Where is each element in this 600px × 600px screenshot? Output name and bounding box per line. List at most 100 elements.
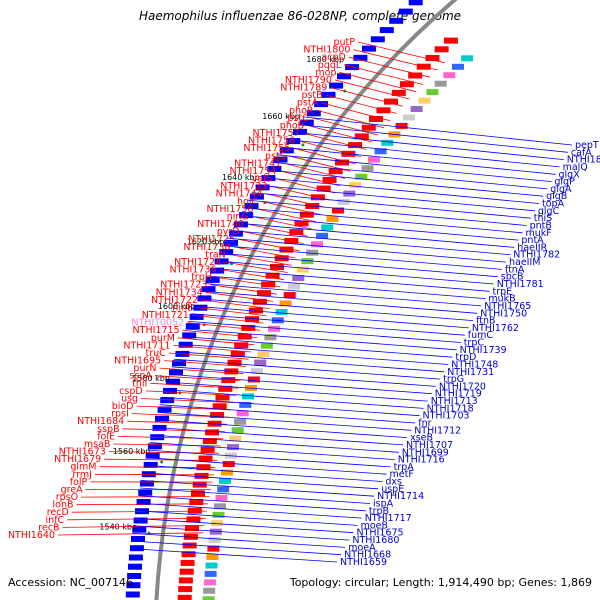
reverse-gene-label: glgB — [546, 191, 567, 202]
forward-gene-label: NTHI1684 — [77, 416, 124, 427]
forward-gene-label: msaB — [84, 439, 111, 450]
leader-line — [145, 390, 236, 396]
forward-gene-label: NTHI1789 — [280, 83, 327, 94]
reverse-gene-mark — [244, 202, 259, 209]
leader-line — [224, 261, 288, 273]
reverse-gene-mark — [228, 230, 243, 237]
cog-category-mark — [222, 461, 235, 467]
reverse-gene-label: NTHI1713 — [431, 396, 478, 407]
forward-gene-label: NTHI1721 — [142, 310, 189, 321]
cog-category-mark — [361, 165, 374, 172]
reverse-gene-label: NTHI1703 — [423, 411, 470, 422]
leader-line — [141, 398, 234, 403]
forward-gene-label: ninB — [172, 303, 193, 314]
leader-line — [284, 163, 346, 179]
forward-gene-mark — [194, 472, 209, 479]
reverse-gene-label: NTHI1720 — [439, 381, 486, 392]
reverse-gene-mark — [293, 128, 307, 135]
reverse-gene-label: NTHI1718 — [427, 403, 474, 414]
cog-category-mark — [203, 579, 216, 586]
cog-category-mark — [355, 173, 368, 180]
forward-gene-mark — [200, 446, 215, 453]
reverse-gene-label: ftnA — [505, 264, 525, 275]
forward-gene-label: NTHI1790 — [285, 75, 332, 86]
leader-line — [185, 328, 457, 351]
forward-gene-label: purM — [151, 333, 175, 344]
forward-gene-mark — [425, 55, 440, 61]
forward-gene-mark — [443, 37, 458, 44]
cog-category-mark — [268, 325, 280, 332]
reverse-gene-mark — [189, 313, 204, 320]
cog-category-mark — [410, 106, 423, 112]
leader-line — [210, 284, 277, 295]
leader-line — [154, 375, 241, 382]
reverse-gene-label: metF — [390, 469, 414, 480]
forward-gene-mark — [289, 229, 304, 236]
leader-line — [168, 352, 249, 360]
leader-line — [171, 366, 436, 387]
cog-category-mark — [306, 249, 319, 256]
cog-category-mark — [337, 199, 350, 205]
reverse-gene-mark — [299, 119, 314, 126]
forward-gene-mark — [322, 176, 337, 183]
leader-line — [207, 275, 486, 299]
leader-line — [76, 503, 209, 506]
leader-line — [131, 540, 342, 556]
reverse-gene-label: mukB — [488, 294, 515, 305]
leader-line — [138, 495, 366, 512]
leader-line — [256, 208, 317, 223]
leader-line — [173, 345, 252, 353]
leader-line — [344, 64, 424, 85]
leader-line — [261, 177, 540, 204]
reverse-gene-label: pntA — [521, 235, 544, 246]
reverse-gene-mark — [321, 91, 336, 98]
forward-gene-label: valS — [252, 174, 272, 185]
reverse-gene-mark — [255, 184, 270, 191]
leader-line — [252, 192, 531, 219]
reverse-gene-mark — [249, 193, 264, 200]
cog-category-mark — [434, 80, 447, 87]
cog-category-mark — [283, 292, 296, 298]
forward-gene-label: NTHI1736 — [169, 265, 216, 276]
leader-line — [108, 451, 220, 454]
leader-line — [211, 268, 490, 292]
leader-line — [166, 381, 428, 402]
forward-gene-label: NTHI1738 — [183, 242, 230, 253]
leader-line — [67, 517, 206, 521]
reverse-gene-label: NTHI1782 — [513, 250, 560, 261]
reverse-gene-label: NTHI1719 — [435, 389, 482, 400]
reverse-gene-label: uspE — [381, 484, 404, 495]
cog-category-mark — [236, 410, 249, 417]
forward-gene-mark — [212, 403, 227, 410]
reverse-gene-label: NTHI1699 — [402, 447, 449, 458]
leader-line — [279, 170, 341, 187]
reverse-gene-mark — [210, 267, 225, 274]
leader-line — [177, 337, 255, 346]
forward-gene-mark — [348, 142, 362, 149]
forward-gene-label: trpH — [191, 272, 212, 283]
forward-gene-label: NTHI1725 — [188, 234, 235, 245]
reverse-gene-label: ispA — [373, 499, 394, 510]
reverse-gene-label: sbcB — [501, 272, 524, 283]
kbp-tick-mark — [301, 143, 305, 147]
kbp-tick-label: 1600 kbp — [158, 302, 196, 311]
forward-gene-label: NTHI1733 — [220, 181, 267, 192]
leader-line — [113, 443, 221, 447]
forward-gene-label: mop — [315, 67, 336, 78]
forward-gene-label: folP — [70, 477, 88, 488]
leader-line — [214, 276, 281, 288]
forward-gene-mark — [294, 220, 309, 227]
leader-line — [320, 102, 391, 122]
forward-gene-mark — [183, 533, 198, 540]
reverse-gene-label: topA — [542, 199, 565, 210]
forward-gene-label: folE — [97, 431, 115, 442]
cog-category-mark — [292, 275, 305, 282]
reverse-gene-label: trpG — [443, 374, 464, 385]
reverse-gene-label: haeIIR — [517, 242, 547, 253]
reverse-gene-mark — [337, 73, 351, 80]
reverse-gene-mark — [147, 443, 162, 450]
kbp-tick-label: 1580 kbp — [132, 374, 170, 383]
cog-category-mark — [204, 570, 217, 577]
leader-line — [191, 313, 465, 336]
forward-gene-label: NTHI1757 — [253, 128, 300, 139]
